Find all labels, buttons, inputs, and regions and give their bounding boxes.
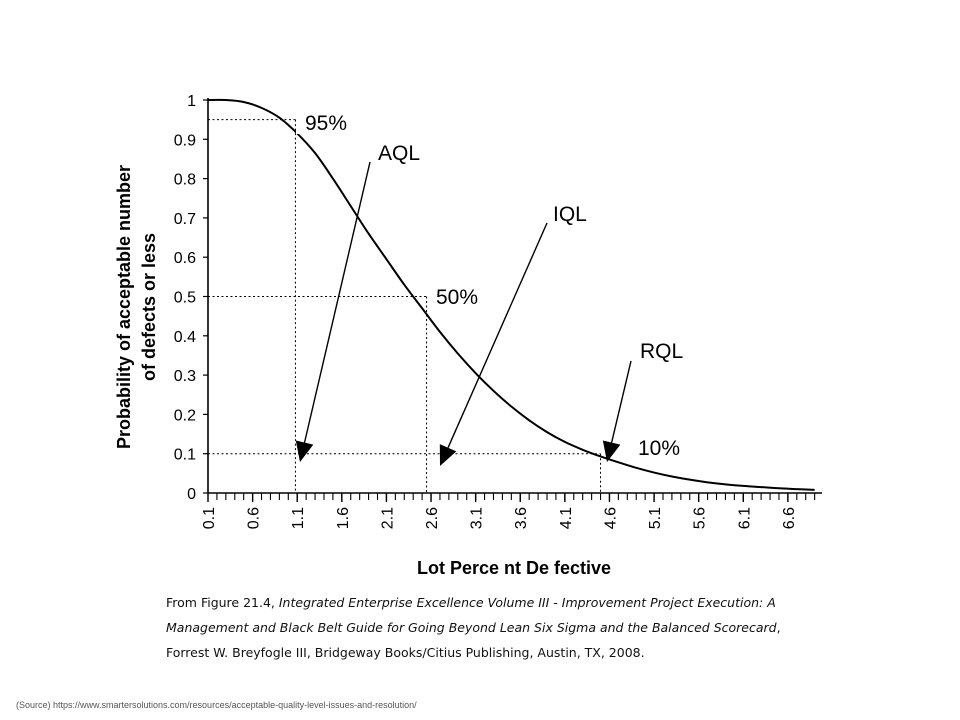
annotations: AQL IQL RQL [295,142,683,466]
y-tick-label: 0.1 [174,447,196,464]
x-tick-label: 2.1 [379,507,396,529]
caption-prefix: From Figure 21.4, [166,595,279,610]
y-axis-label-line-1: Probability of acceptable number [114,165,134,449]
annotation-arrow-shaft [610,360,632,443]
annotation-label: AQL [378,142,420,165]
y-tick-label: 0.4 [174,329,196,346]
annotation-arrow-shaft [447,222,548,448]
y-tick-label: 0.8 [174,172,196,189]
x-tick-label: 2.6 [424,507,441,529]
caption-book-title: Integrated Enterprise Excellence Volume … [166,595,777,635]
x-axis-label: Lot Perce nt De fective [417,558,611,578]
y-tick-label: 0.5 [174,290,196,307]
y-tick-label: 0 [187,486,196,503]
x-tick-label: 5.6 [692,507,709,529]
x-tick-label: 0.6 [246,507,263,529]
oc-curve-line [207,98,815,491]
y-tick-label: 1 [187,93,196,110]
reference-label: 50% [436,286,478,309]
x-tick-labels: 0.1 0.6 1.1 1.6 2.1 2.6 3.1 3.6 4.1 4.6 5.1 5.6 6.1 6… [201,507,798,529]
x-tick-label: 0.1 [201,507,218,529]
y-tick-label: 0.9 [174,132,196,149]
x-tick-label: 3.1 [469,507,486,529]
x-tick-label: 1.6 [335,507,352,529]
y-tick-labels: 0 0.1 0.2 0.3 0.4 0.5 0.6 0.7 0.8 0.9 1 [174,93,196,503]
x-tick-label: 1.1 [290,507,307,529]
source-citation: (Source) https://www.smartersolutions.co… [16,700,417,710]
y-axis-label-line-2: of defects or less [139,233,159,381]
x-tick-label: 4.1 [558,507,575,529]
chart-axes [207,98,822,494]
y-tick-label: 0.7 [174,211,196,228]
annotation-arrowhead [295,440,314,462]
x-tick-label: 6.6 [781,507,798,529]
reference-labels: 95% 50% 10% [305,112,680,460]
caption-suffix: , Forrest W. Breyfogle III, Bridgeway Bo… [166,620,781,660]
reference-label: 10% [638,437,680,460]
tick-marks [203,99,816,502]
annotation-label: RQL [640,340,683,363]
curve-layer [207,98,815,491]
y-tick-label: 0.3 [174,368,196,385]
x-tick-label: 5.1 [647,507,664,529]
reference-lines [208,119,602,493]
annotation-arrow-shaft [303,161,371,443]
annotation-arrowhead [602,440,621,462]
x-tick-label: 4.6 [602,507,619,529]
x-tick-label: 3.6 [513,507,530,529]
x-tick-label: 6.1 [736,507,753,529]
y-tick-label: 0.2 [174,407,196,424]
annotation-label: IQL [553,203,587,226]
annotation-arrowhead [439,444,457,466]
reference-label: 95% [305,112,347,135]
label-gap [418,280,430,294]
oc-curve-chart: 0 0.1 0.2 0.3 0.4 0.5 0.6 0.7 0.8 0.9 1 0.1 0.6 1.1 1… [114,93,822,578]
y-tick-label: 0.6 [174,250,196,267]
label-gap [296,118,316,134]
figure-caption: From Figure 21.4, Integrated Enterprise … [166,590,806,665]
